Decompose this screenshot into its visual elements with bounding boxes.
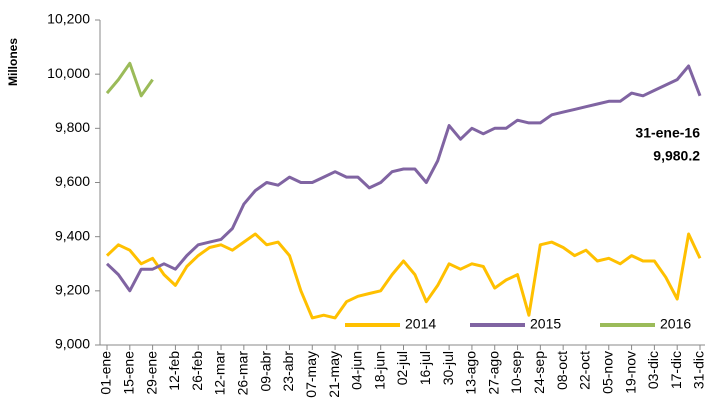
series-line — [105, 61, 154, 98]
y-tick-label: 9,200 — [55, 282, 90, 298]
y-tick-label: 9,000 — [55, 336, 90, 352]
y-tick-label: 10,000 — [47, 65, 90, 81]
series-line — [105, 64, 702, 293]
x-tick-label: 05-nov — [599, 351, 615, 394]
series-line — [105, 232, 702, 320]
x-tick-label: 09-abr — [257, 351, 273, 392]
annotation: 31-ene-16 — [635, 125, 700, 141]
x-tick-label: 01-ene — [98, 351, 114, 395]
x-tick-label: 12-mar — [212, 351, 228, 396]
x-tick-label: 15-ene — [121, 351, 137, 395]
y-tick-label: 9,600 — [55, 173, 90, 189]
x-tick-label: 07-may — [303, 351, 319, 398]
y-tick-label: 10,200 — [47, 11, 90, 27]
x-tick-label: 18-jun — [371, 351, 387, 390]
x-tick-label: 24-sep — [531, 351, 547, 394]
y-tick-label: 9,400 — [55, 227, 90, 243]
x-tick-label: 26-mar — [235, 351, 251, 396]
x-tick-label: 21-may — [326, 351, 342, 398]
y-axis-title: Millones — [6, 38, 20, 86]
x-tick-label: 31-dic — [691, 351, 707, 389]
x-tick-label: 16-jul — [417, 351, 433, 385]
legend-label: 2014 — [405, 316, 436, 332]
x-tick-label: 23-abr — [280, 351, 296, 392]
y-tick-label: 9,800 — [55, 119, 90, 135]
x-tick-label: 13-ago — [463, 351, 479, 395]
legend-label: 2016 — [660, 316, 691, 332]
x-tick-label: 27-ago — [485, 351, 501, 395]
x-tick-label: 22-oct — [577, 351, 593, 390]
annotation: 9,980.2 — [653, 148, 700, 164]
x-tick-label: 29-ene — [143, 351, 159, 395]
x-tick-label: 08-oct — [554, 351, 570, 390]
legend-label: 2015 — [530, 316, 561, 332]
x-tick-label: 30-jul — [440, 351, 456, 385]
x-tick-label: 04-jun — [349, 351, 365, 390]
x-tick-label: 26-feb — [189, 351, 205, 391]
x-tick-label: 17-dic — [668, 351, 684, 389]
x-tick-label: 12-feb — [166, 351, 182, 391]
x-tick-label: 02-jul — [394, 351, 410, 385]
x-tick-label: 19-nov — [622, 351, 638, 394]
x-tick-label: 10-sep — [508, 351, 524, 394]
x-tick-label: 03-dic — [645, 351, 661, 389]
